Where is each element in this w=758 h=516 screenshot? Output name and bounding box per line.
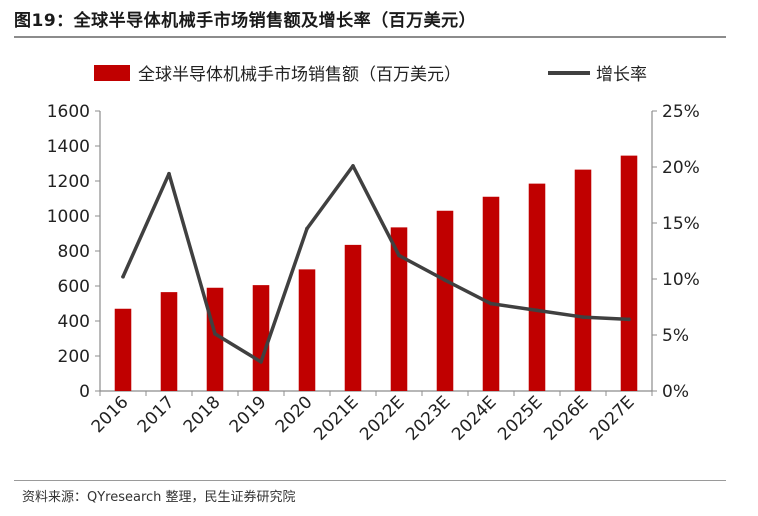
right-tick-label: 25% <box>662 102 700 122</box>
bar <box>252 285 270 391</box>
x-tick-label: 2027E <box>586 392 638 444</box>
left-tick-label: 1200 <box>47 172 90 192</box>
legend: 全球半导体机械手市场销售额（百万美元） 增长率 <box>94 65 647 85</box>
left-tick-label: 600 <box>58 277 90 297</box>
title-divider <box>14 36 726 38</box>
figure-title: 图19：全球半导体机械手市场销售额及增长率（百万美元） <box>14 11 477 31</box>
left-tick-label: 1400 <box>47 137 90 157</box>
bar-series <box>114 155 638 391</box>
legend-line-label: 增长率 <box>596 65 647 85</box>
x-tick-label: 2024E <box>448 392 500 444</box>
line-series <box>121 164 631 364</box>
left-tick-label: 1600 <box>47 102 90 122</box>
left-tick-label: 0 <box>79 382 90 402</box>
legend-bar-label: 全球半导体机械手市场销售额（百万美元） <box>138 65 461 85</box>
bar <box>620 155 638 391</box>
growth-rate-point <box>259 360 263 364</box>
x-tick-label: 2019 <box>226 392 271 437</box>
left-tick-label: 1000 <box>47 207 90 227</box>
x-tick-label: 2023E <box>402 392 454 444</box>
axes: 0 200 400 600 800 1000 1200 1400 1600 0% 5% 10% 15% 2… <box>47 102 700 445</box>
growth-rate-point <box>627 317 631 322</box>
left-tick-label: 200 <box>58 347 90 367</box>
growth-rate-point <box>167 171 171 176</box>
right-tick-label: 15% <box>662 214 700 234</box>
bar <box>390 227 408 391</box>
x-tick-label: 2021E <box>310 392 362 444</box>
left-tick-label: 800 <box>58 242 90 262</box>
chart: 全球半导体机械手市场销售额（百万美元） 增长率 0 200 400 600 800 100… <box>47 65 700 445</box>
right-tick-label: 20% <box>662 158 700 178</box>
growth-rate-point <box>397 253 401 258</box>
growth-rate-line <box>121 164 631 364</box>
bar <box>574 169 592 391</box>
growth-rate-point <box>489 301 493 306</box>
growth-rate-point <box>213 332 217 336</box>
x-tick-label: 2017 <box>134 392 179 437</box>
bar <box>298 269 316 391</box>
growth-rate-point <box>351 164 355 168</box>
right-tick-label: 0% <box>662 382 689 402</box>
bar <box>344 244 362 391</box>
source-divider <box>14 480 726 481</box>
growth-rate-point <box>305 226 309 231</box>
growth-rate-point <box>121 274 125 279</box>
bar <box>114 308 132 391</box>
legend-bar-swatch <box>94 65 130 81</box>
x-tick-label: 2026E <box>540 392 592 444</box>
bar <box>160 292 178 391</box>
growth-rate-point <box>581 315 585 319</box>
x-tick-label: 2022E <box>356 392 408 444</box>
right-tick-label: 5% <box>662 326 689 346</box>
bar <box>528 183 546 391</box>
x-tick-label: 2018 <box>180 392 225 437</box>
bar <box>436 210 454 391</box>
x-tick-label: 2016 <box>88 392 133 437</box>
growth-rate-point <box>535 308 539 313</box>
right-tick-label: 10% <box>662 270 700 290</box>
growth-rate-point <box>443 278 447 282</box>
source-note: 资料来源：QYresearch 整理，民生证券研究院 <box>22 490 296 505</box>
bar <box>482 196 500 391</box>
left-tick-label: 400 <box>58 312 90 332</box>
x-tick-label: 2025E <box>494 392 546 444</box>
